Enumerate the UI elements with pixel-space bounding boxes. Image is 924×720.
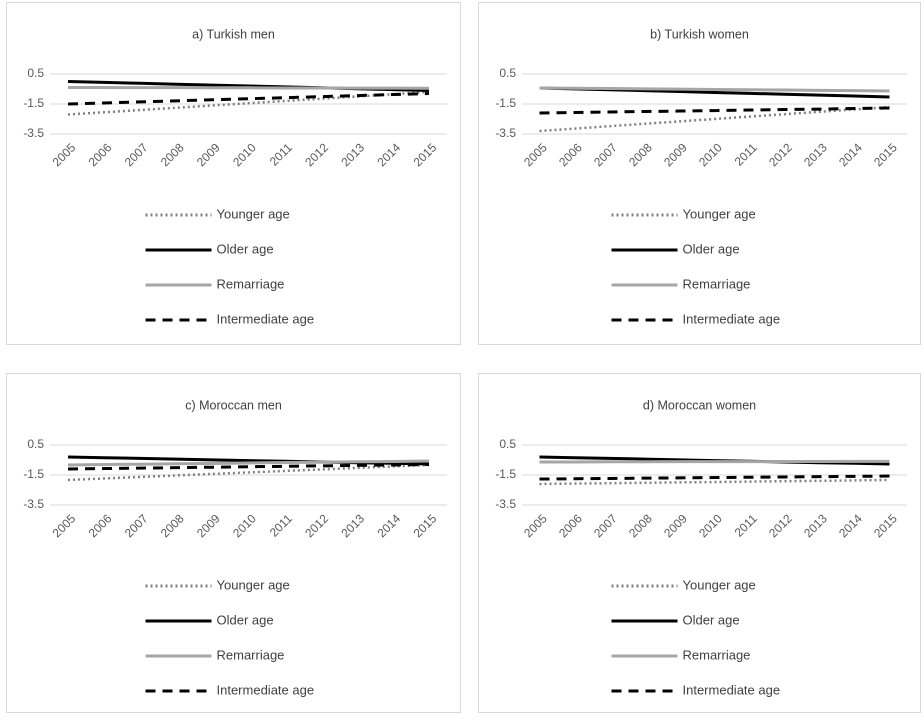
- legend-label: Older age: [217, 612, 274, 627]
- legend-label: Younger age: [683, 577, 756, 592]
- panel-border: [478, 373, 921, 713]
- y-tick-label: 0.5: [499, 66, 516, 80]
- series-line: [539, 459, 890, 464]
- legend-label: Older age: [683, 612, 740, 627]
- legend-label: Younger age: [683, 206, 756, 221]
- y-tick-label: -1.5: [495, 96, 516, 110]
- series-line: [539, 86, 890, 93]
- series-line: [68, 463, 429, 471]
- series-line: [67, 463, 430, 482]
- legend-label: Remarriage: [683, 647, 751, 662]
- y-tick-label: 0.5: [499, 437, 516, 451]
- legend-label: Remarriage: [217, 276, 285, 291]
- legend-label: Younger age: [217, 206, 290, 221]
- series-line: [68, 459, 429, 467]
- series-line: [67, 90, 430, 116]
- chart-title: c) Moroccan men: [185, 398, 282, 412]
- legend-label: Intermediate age: [217, 311, 315, 326]
- series-line: [68, 92, 429, 106]
- series-line: [539, 474, 890, 481]
- chart-title: d) Moroccan women: [643, 398, 756, 412]
- legend-label: Younger age: [217, 577, 290, 592]
- y-tick-label: -3.5: [495, 126, 516, 140]
- panel-border: [6, 373, 461, 713]
- y-tick-label: -1.5: [23, 467, 44, 481]
- y-tick-label: -3.5: [23, 497, 44, 511]
- panel-border: [478, 2, 921, 345]
- panel-border: [6, 2, 461, 345]
- series-line: [539, 478, 890, 486]
- series-line: [539, 105, 890, 133]
- chart-title: b) Turkish women: [650, 27, 749, 41]
- y-tick-label: -3.5: [495, 497, 516, 511]
- y-tick-label: 0.5: [27, 66, 44, 80]
- legend-label: Older age: [217, 241, 274, 256]
- legend-label: Remarriage: [683, 276, 751, 291]
- series-line: [539, 106, 890, 115]
- legend-label: Intermediate age: [683, 311, 781, 326]
- legend-label: Intermediate age: [683, 682, 781, 697]
- y-tick-label: -3.5: [23, 126, 44, 140]
- series-line: [68, 86, 429, 90]
- legend-label: Older age: [683, 241, 740, 256]
- legend-label: Remarriage: [217, 647, 285, 662]
- y-tick-label: -1.5: [23, 96, 44, 110]
- chart-title: a) Turkish men: [192, 27, 275, 41]
- y-tick-label: 0.5: [27, 437, 44, 451]
- y-tick-label: -1.5: [495, 467, 516, 481]
- legend-label: Intermediate age: [217, 682, 315, 697]
